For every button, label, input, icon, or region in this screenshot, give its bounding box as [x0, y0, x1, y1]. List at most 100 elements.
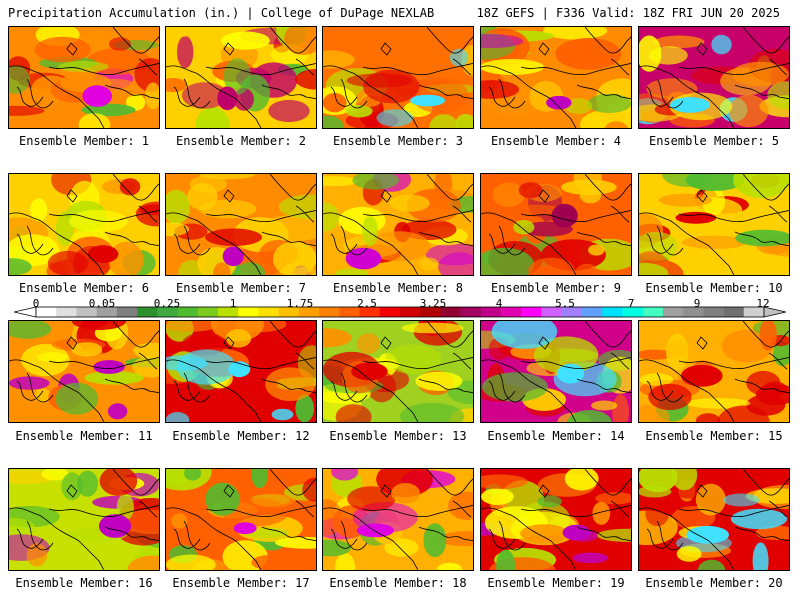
- precip-field: [323, 321, 473, 422]
- member-label-6: Ensemble Member: 6: [18, 281, 150, 295]
- colorbar-tick-label: 5.5: [555, 297, 575, 310]
- member-label-1: Ensemble Member: 1: [18, 134, 150, 148]
- member-map-15: [638, 320, 790, 423]
- coastline-borders: [639, 469, 789, 570]
- member-map-17: [165, 468, 317, 571]
- member-label-19: Ensemble Member: 19: [487, 576, 625, 590]
- member-map-5: [638, 26, 790, 129]
- precip-field: [481, 27, 631, 128]
- coastline-borders: [166, 469, 316, 570]
- coastline-borders: [323, 27, 473, 128]
- colorbar-swatch: [177, 307, 199, 317]
- colorbar-swatch: [218, 307, 239, 317]
- member-label-5: Ensemble Member: 5: [648, 134, 780, 148]
- colorbar-swatch: [379, 307, 401, 317]
- colorbar-swatch: [116, 307, 138, 317]
- colorbar-swatch: [137, 307, 158, 317]
- member-label-12: Ensemble Member: 12: [172, 429, 310, 443]
- colorbar-swatch: [238, 307, 259, 317]
- colorbar-swatch: [642, 307, 664, 317]
- member-map-18: [322, 468, 474, 571]
- precip-field: [323, 469, 473, 570]
- colorbar-swatch: [683, 307, 704, 317]
- colorbar-swatch: [460, 307, 482, 317]
- precip-field: [481, 321, 631, 422]
- colorbar-swatch: [339, 307, 360, 317]
- member-map-9: [480, 173, 632, 276]
- precip-field: [9, 469, 159, 570]
- coastline-borders: [9, 321, 159, 422]
- member-label-16: Ensemble Member: 16: [15, 576, 153, 590]
- member-label-13: Ensemble Member: 13: [329, 429, 467, 443]
- precip-field: [9, 321, 159, 422]
- member-label-17: Ensemble Member: 17: [172, 576, 310, 590]
- precip-field: [166, 27, 316, 128]
- colorbar-tick-label: 0.25: [153, 297, 181, 310]
- precip-colorbar: [14, 306, 786, 318]
- colorbar-swatch: [400, 307, 421, 317]
- colorbar-tick-label: 0.05: [88, 297, 116, 310]
- precip-field: [323, 174, 473, 275]
- member-label-20: Ensemble Member: 20: [645, 576, 783, 590]
- colorbar-tick-label: 12: [756, 297, 770, 310]
- member-map-19: [480, 468, 632, 571]
- precip-field: [481, 469, 631, 570]
- member-map-7: [165, 173, 317, 276]
- coastline-borders: [323, 321, 473, 422]
- colorbar-tick-label: 3.25: [419, 297, 447, 310]
- member-map-3: [322, 26, 474, 129]
- coastline-borders: [323, 469, 473, 570]
- colorbar-swatch: [501, 307, 522, 317]
- colorbar-swatch: [258, 307, 279, 317]
- colorbar-swatch: [96, 307, 118, 317]
- colorbar-swatch: [602, 307, 623, 317]
- colorbar-swatch: [662, 307, 684, 317]
- colorbar-tick-label: 1.75: [286, 297, 314, 310]
- member-label-9: Ensemble Member: 9: [490, 281, 622, 295]
- colorbar-swatch: [319, 307, 340, 317]
- colorbar-swatch: [440, 307, 461, 317]
- precip-field: [639, 321, 789, 422]
- colorbar-swatch: [420, 307, 441, 317]
- member-map-13: [322, 320, 474, 423]
- coastline-borders: [481, 469, 631, 570]
- precip-field: [9, 27, 159, 128]
- colorbar-tick-label: 4: [495, 297, 503, 310]
- colorbar-swatch: [278, 307, 300, 317]
- coastline-borders: [481, 321, 631, 422]
- header-valid-time: 18Z GEFS | F336 Valid: 18Z FRI JUN 20 20…: [476, 6, 780, 20]
- colorbar-swatch: [56, 307, 77, 317]
- precip-field: [481, 174, 631, 275]
- member-map-12: [165, 320, 317, 423]
- coastline-borders: [323, 174, 473, 275]
- member-label-3: Ensemble Member: 3: [332, 134, 464, 148]
- member-map-14: [480, 320, 632, 423]
- member-map-10: [638, 173, 790, 276]
- coastline-borders: [166, 174, 316, 275]
- colorbar-swatch: [743, 307, 765, 317]
- colorbar-tick-label: 9: [693, 297, 701, 310]
- member-label-10: Ensemble Member: 10: [645, 281, 783, 295]
- colorbar-swatch: [703, 307, 724, 317]
- colorbar-swatch: [197, 307, 219, 317]
- coastline-borders: [639, 321, 789, 422]
- precip-field: [323, 27, 473, 128]
- coastline-borders: [9, 27, 159, 128]
- colorbar-tick-label: 2.5: [357, 297, 377, 310]
- colorbar-swatch: [622, 307, 643, 317]
- precip-field: [166, 469, 316, 570]
- member-map-8: [322, 173, 474, 276]
- colorbar-max-arrow: [763, 306, 786, 318]
- member-map-1: [8, 26, 160, 129]
- member-label-18: Ensemble Member: 18: [329, 576, 467, 590]
- colorbar-swatch: [582, 307, 603, 317]
- colorbar-swatch: [298, 307, 320, 317]
- precip-field: [166, 174, 316, 275]
- header-title: Precipitation Accumulation (in.) | Colle…: [8, 6, 435, 20]
- colorbar-tick-label: 7: [627, 297, 635, 310]
- coastline-borders: [166, 321, 316, 422]
- member-label-8: Ensemble Member: 8: [332, 281, 464, 295]
- colorbar-swatch: [36, 307, 57, 317]
- member-label-4: Ensemble Member: 4: [490, 134, 622, 148]
- colorbar-swatch: [541, 307, 563, 317]
